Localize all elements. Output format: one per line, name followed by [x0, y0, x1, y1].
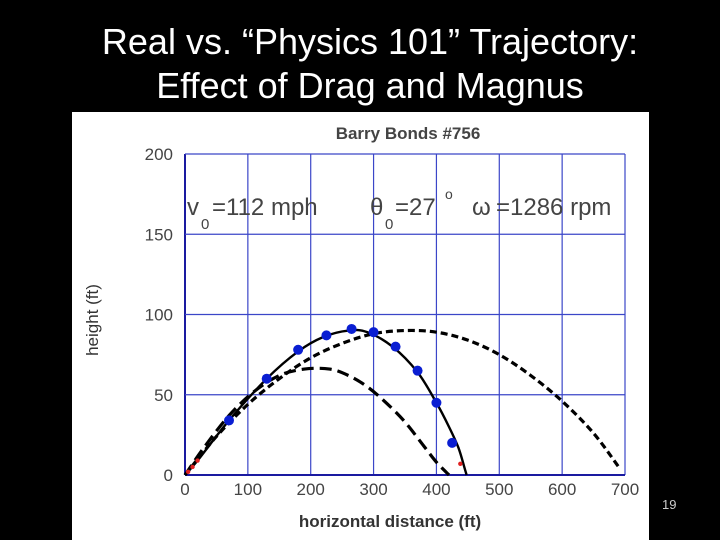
y-tick-labels: 0 50 100 150 200 — [145, 145, 173, 485]
chart-figure: Barry Bonds #756 0 100 200 300 400 500 600 700 … — [72, 112, 649, 540]
red-data-point — [458, 461, 463, 466]
data-point — [321, 330, 332, 341]
x-tick-labels: 0 100 200 300 400 500 600 700 — [180, 480, 639, 499]
y-tick-label: 200 — [145, 145, 173, 164]
x-tick-label: 500 — [485, 480, 513, 499]
data-point — [431, 397, 442, 408]
theta-symbol: θ — [370, 194, 383, 221]
velocity-subscript: 0 — [201, 216, 209, 233]
x-tick-label: 0 — [180, 480, 189, 499]
series-drag-only-trajectory — [183, 366, 451, 477]
title-line-1: Real vs. “Physics 101” Trajectory: — [101, 21, 639, 62]
degree-symbol: o — [445, 186, 453, 202]
page-number: 19 — [662, 497, 677, 512]
x-tick-label: 200 — [297, 480, 325, 499]
y-axis-label: height (ft) — [83, 284, 102, 356]
x-tick-label: 300 — [359, 480, 387, 499]
y-tick-label: 50 — [154, 386, 173, 405]
red-data-point — [195, 458, 200, 463]
omega-symbol: ω — [472, 194, 491, 221]
data-point — [293, 344, 304, 355]
theta-value: =27 — [395, 194, 436, 221]
data-point — [346, 323, 357, 334]
data-point — [224, 415, 234, 426]
data-point — [412, 365, 423, 376]
chart-title: Barry Bonds #756 — [336, 124, 481, 143]
velocity-value: =112 mph — [212, 194, 318, 221]
data-point — [447, 437, 458, 448]
omega-value: =1286 rpm — [496, 194, 611, 221]
series-vacuum-trajectory — [183, 328, 620, 477]
launch-parameters: v 0 =112 mph θ 0 =27 o ω =1286 rpm — [187, 186, 611, 233]
velocity-symbol: v — [187, 194, 199, 221]
data-point — [261, 373, 272, 384]
y-tick-label: 100 — [145, 306, 173, 325]
y-tick-label: 150 — [145, 225, 173, 244]
grid-lines — [184, 153, 626, 476]
x-tick-label: 700 — [611, 480, 639, 499]
y-tick-label: 0 — [164, 466, 173, 485]
title-line-2: Effect of Drag and Magnus — [156, 65, 584, 106]
x-tick-label: 400 — [422, 480, 450, 499]
theta-subscript: 0 — [385, 216, 393, 233]
x-tick-label: 600 — [548, 480, 576, 499]
slide-title: Real vs. “Physics 101” Trajectory: Effec… — [0, 20, 720, 108]
x-axis-label: horizontal distance (ft) — [299, 512, 481, 531]
data-point — [390, 341, 401, 352]
series-lines — [183, 328, 620, 477]
data-point — [368, 327, 379, 338]
red-data-point — [190, 464, 195, 470]
red-data-point — [185, 469, 191, 474]
data-points — [185, 323, 463, 474]
trajectory-chart: Barry Bonds #756 0 100 200 300 400 500 600 700 … — [83, 124, 639, 531]
x-tick-label: 100 — [234, 480, 262, 499]
